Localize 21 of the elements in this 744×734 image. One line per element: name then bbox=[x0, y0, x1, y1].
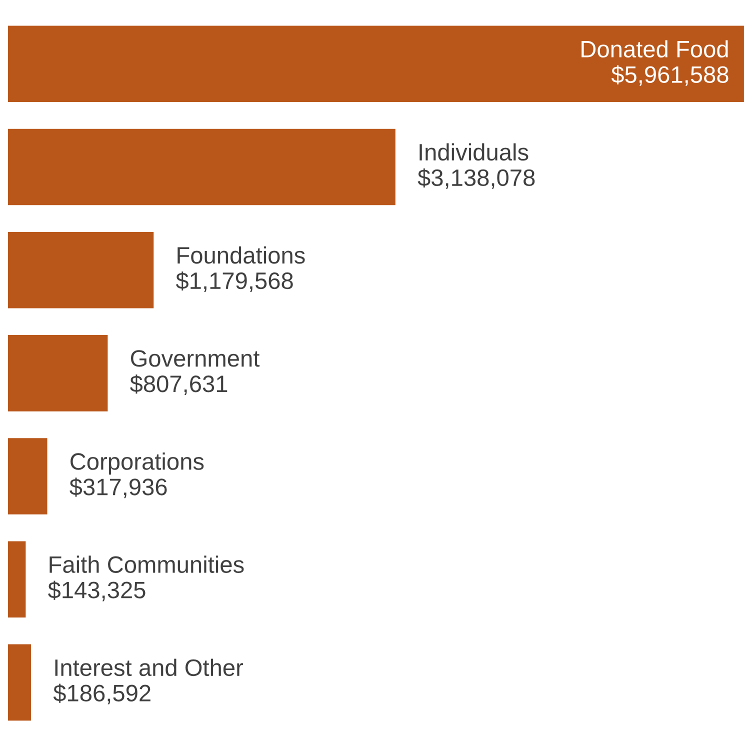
y-tick-label: Interest and Other bbox=[55, 658, 244, 676]
y-tick-label: Government bbox=[130, 350, 260, 367]
y-tick-label: Foundations bbox=[178, 246, 305, 264]
data-label: $5,961,588 bbox=[611, 65, 728, 86]
bar bbox=[8, 541, 26, 618]
bar bbox=[8, 232, 154, 308]
data-label: $3,138,078 bbox=[418, 168, 535, 189]
y-tick-label: Donated Food bbox=[582, 40, 728, 58]
data-label: $143,325 bbox=[48, 580, 146, 602]
data-label: $807,631 bbox=[130, 374, 228, 396]
y-tick-label: Faith Communities bbox=[50, 556, 244, 573]
data-label: $317,936 bbox=[70, 478, 167, 498]
bar bbox=[8, 26, 744, 102]
bar bbox=[8, 128, 396, 206]
y-tick-label: Individuals bbox=[420, 143, 528, 161]
y-tick-label: Corporations bbox=[70, 452, 204, 475]
bar bbox=[8, 335, 108, 412]
data-label: $186,592 bbox=[53, 684, 150, 704]
bar bbox=[8, 644, 32, 721]
data-label: $1,179,568 bbox=[176, 271, 293, 292]
bar bbox=[8, 438, 48, 514]
